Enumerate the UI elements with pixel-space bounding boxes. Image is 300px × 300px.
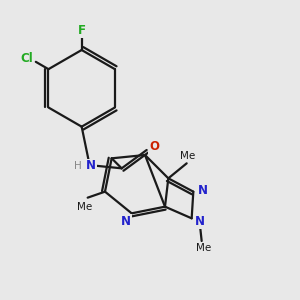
Text: Me: Me xyxy=(77,202,92,212)
Text: N: N xyxy=(195,215,205,228)
Text: Me: Me xyxy=(180,151,196,161)
Text: F: F xyxy=(78,24,86,37)
Text: N: N xyxy=(86,160,96,172)
Text: N: N xyxy=(198,184,208,196)
Text: N: N xyxy=(121,215,131,228)
Text: Cl: Cl xyxy=(20,52,33,65)
Text: Me: Me xyxy=(196,243,211,253)
Text: H: H xyxy=(74,161,82,171)
Text: O: O xyxy=(149,140,159,153)
